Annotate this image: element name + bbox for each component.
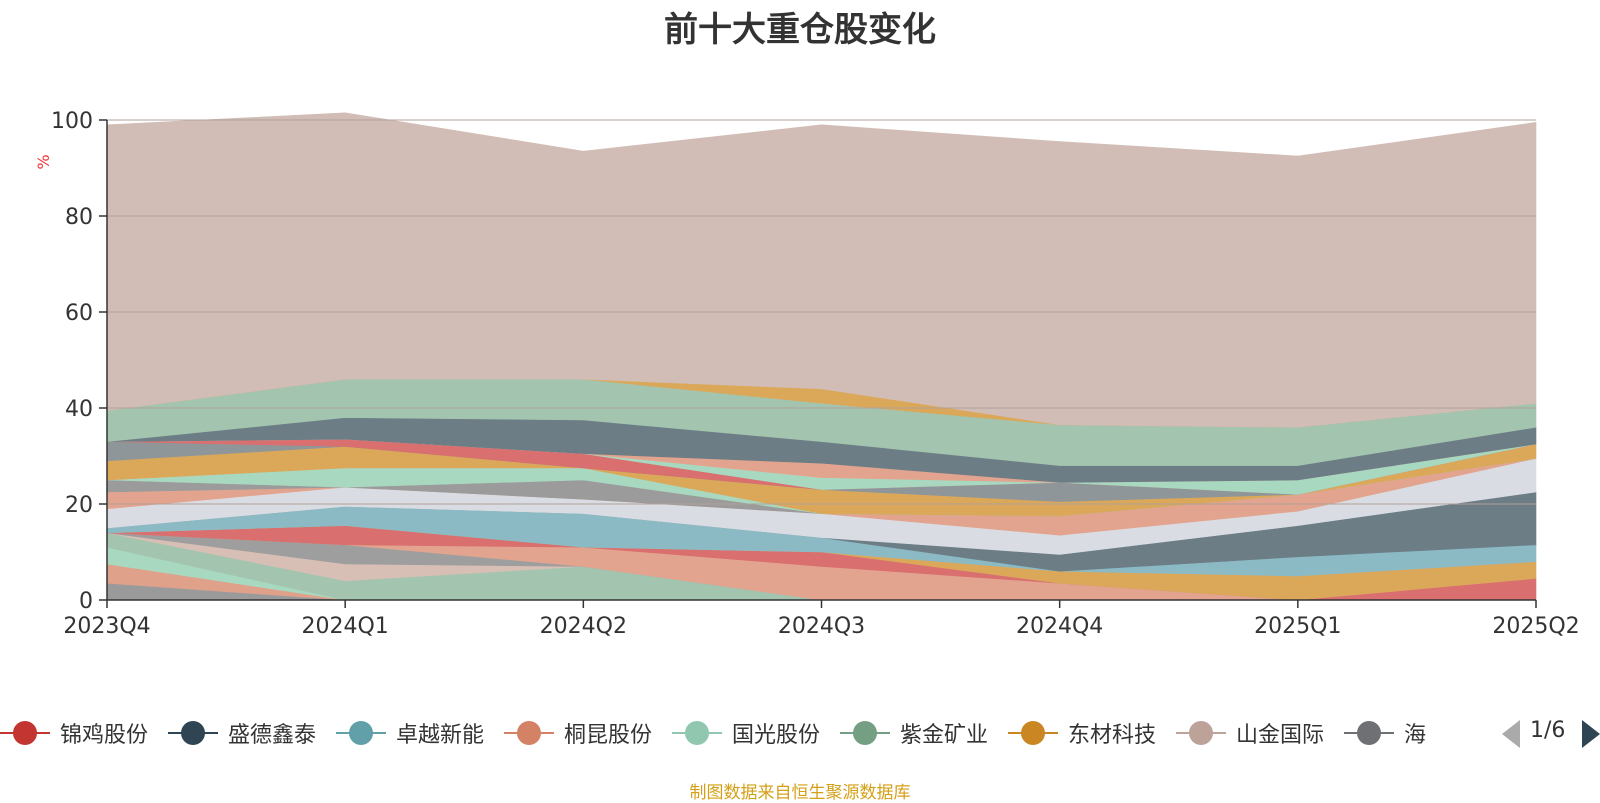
- y-tick-label: 60: [65, 301, 93, 326]
- legend-item[interactable]: 山金国际: [1176, 716, 1324, 750]
- y-tick-label: 20: [65, 493, 93, 518]
- legend-label: 盛德鑫泰: [228, 723, 317, 748]
- legend-marker-icon: [1176, 716, 1226, 750]
- legend-label: 桐昆股份: [564, 723, 653, 748]
- legend-label: 山金国际: [1236, 723, 1325, 748]
- legend-page-indicator: 1/6: [1530, 718, 1566, 743]
- legend-item[interactable]: 桐昆股份: [504, 716, 652, 750]
- legend-marker-icon: [0, 716, 50, 750]
- grid-lines: [107, 119, 1536, 505]
- area-layers: [106, 112, 1537, 601]
- legend-marker-icon: [336, 716, 386, 750]
- legend-marker-icon: [504, 716, 554, 750]
- legend-item[interactable]: 海: [1344, 716, 1426, 750]
- x-tick-label: 2025Q1: [1254, 614, 1341, 639]
- legend-marker-icon: [1344, 716, 1394, 750]
- x-tick-label: 2025Q2: [1492, 614, 1579, 639]
- legend-item[interactable]: 盛德鑫泰: [168, 716, 316, 750]
- legend-label: 国光股份: [732, 723, 821, 748]
- data-source-note: 制图数据来自恒生聚源数据库: [689, 783, 911, 803]
- legend-item[interactable]: 国光股份: [672, 716, 820, 750]
- legend-label: 东材科技: [1068, 723, 1157, 748]
- legend-label: 海: [1404, 723, 1427, 748]
- legend-marker-icon: [840, 716, 890, 750]
- axes: 0 20 40 60 80 100 2023Q4 2024Q1 2024Q2 2024Q3 2024…: [51, 109, 1580, 639]
- x-tick-label: 2024Q1: [302, 614, 389, 639]
- legend-marker-icon: [168, 716, 218, 750]
- x-tick-label: 2024Q4: [1016, 614, 1103, 639]
- legend-item[interactable]: 东材科技: [1008, 716, 1156, 750]
- legend-item[interactable]: 锦鸡股份: [0, 716, 148, 750]
- x-tick-label: 2024Q2: [540, 614, 627, 639]
- legend-item[interactable]: 卓越新能: [336, 716, 484, 750]
- y-tick-label: 40: [65, 397, 93, 422]
- legend-marker-icon: [1008, 716, 1058, 750]
- legend-prev-arrow-icon[interactable]: [1502, 720, 1520, 748]
- x-tick-label: 2024Q3: [778, 614, 865, 639]
- legend-next-arrow-icon[interactable]: [1582, 720, 1600, 748]
- x-tick-label: 2023Q4: [63, 614, 150, 639]
- legend-pager: 1/6: [1500, 712, 1600, 756]
- y-axis-unit-label: %: [34, 154, 53, 169]
- legend-items: 锦鸡股份 盛德鑫泰 卓越新能 桐昆股份 国光股份 紫金矿业 东材科技 山金国际 海: [0, 712, 1495, 756]
- y-tick-label: 100: [51, 109, 93, 134]
- stacked-area-chart: 0 20 40 60 80 100 2023Q4 2024Q1 2024Q2 2024Q3 2024…: [34, 109, 1580, 639]
- chart-title: 前十大重仓股变化: [664, 10, 936, 50]
- y-tick-label: 0: [79, 589, 93, 614]
- y-tick-label: 80: [65, 205, 93, 230]
- area-series-24: [106, 112, 1537, 428]
- legend-label: 紫金矿业: [900, 723, 989, 748]
- legend-item[interactable]: 紫金矿业: [840, 716, 988, 750]
- legend-marker-icon: [672, 716, 722, 750]
- legend-label: 卓越新能: [396, 723, 485, 748]
- legend-label: 锦鸡股份: [60, 723, 149, 748]
- legend: 锦鸡股份 盛德鑫泰 卓越新能 桐昆股份 国光股份 紫金矿业 东材科技 山金国际 海 1/6: [0, 712, 1600, 756]
